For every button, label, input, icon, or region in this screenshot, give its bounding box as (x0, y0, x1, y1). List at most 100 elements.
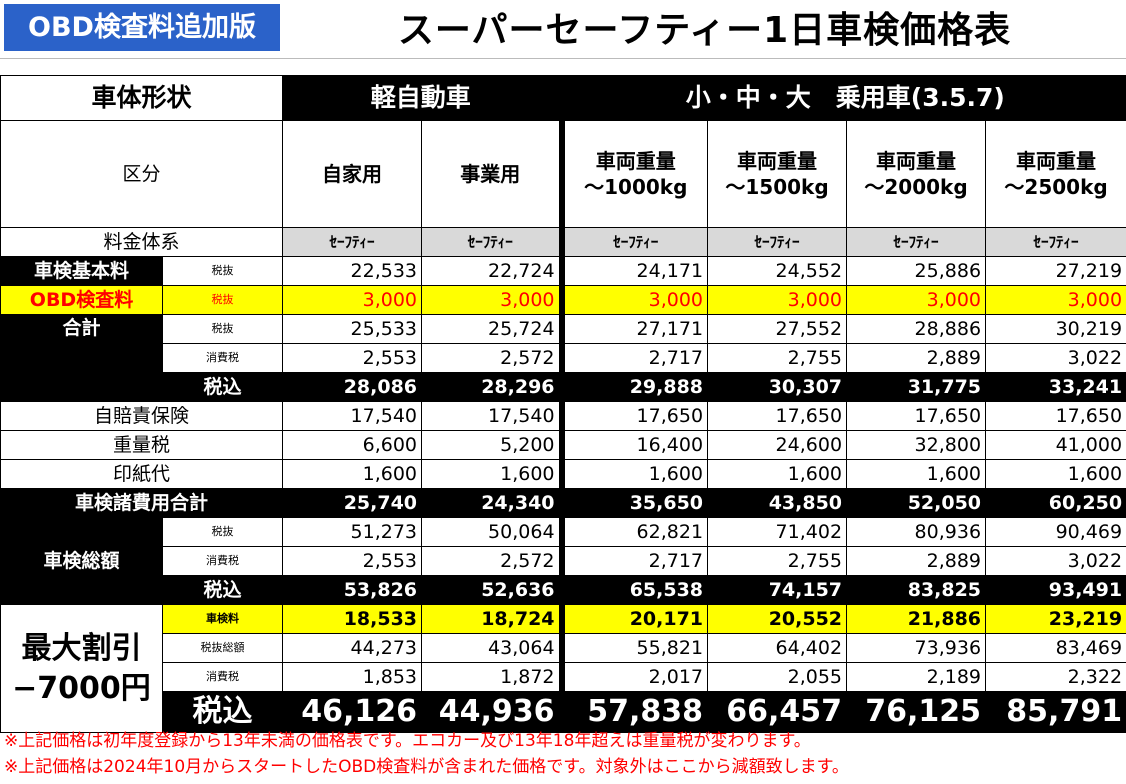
footnote: ※上記価格は初年度登録から13年未満の価格表です。エコカー及び13年18年超えは… (4, 731, 811, 751)
tax-note: 車検料 (161, 604, 284, 634)
tax-note: 税抜 (161, 314, 284, 344)
cell: 3,000 (846, 285, 987, 315)
cell: 71,402 (707, 517, 848, 547)
weight-tax-row: 重量税 6,600 5,200 16,400 24,600 32,800 41,… (0, 430, 1126, 460)
cell: 93,491 (985, 575, 1126, 605)
weight-1500-header: 車両重量 ～1500kg (707, 120, 848, 228)
body-type-header: 車体形状 (0, 75, 284, 121)
cell: 28,296 (421, 372, 563, 402)
price-table: 車体形状 軽自動車 小・中・大 乗用車(3.5.7) 区分 自家用 事業用 車両… (0, 75, 1126, 733)
cell: 2,322 (985, 662, 1126, 692)
row-label: 車検諸費用合計 (0, 488, 284, 518)
tax-note: 税込 (161, 575, 284, 605)
cell: 17,650 (707, 401, 848, 431)
cell: 83,469 (985, 633, 1126, 663)
cell: 74,157 (707, 575, 848, 605)
cell: 27,171 (558, 314, 709, 344)
cell: 57,838 (558, 691, 709, 733)
grand-tax-row: 消費税 2,553 2,572 2,717 2,755 2,889 3,022 (1, 546, 1126, 576)
cell: 76,125 (846, 691, 987, 733)
cell: 29,888 (558, 372, 709, 402)
cell: 80,936 (846, 517, 987, 547)
cell: 18,724 (421, 604, 563, 634)
cell: 64,402 (707, 633, 848, 663)
discount-label: 最大割引 −7000円 (0, 604, 163, 733)
safety-label: ｾｰﾌﾃｨｰ (985, 227, 1126, 257)
grand-ex-row: 車検総額 税抜 51,273 50,064 62,821 71,402 80,9… (0, 517, 1126, 605)
cell: 85,791 (985, 691, 1126, 733)
cell: 1,600 (282, 459, 423, 489)
cell: 2,572 (421, 343, 563, 373)
cell: 23,219 (985, 604, 1126, 634)
business-header: 事業用 (421, 120, 563, 228)
cell: 18,533 (282, 604, 423, 634)
cell: 17,540 (421, 401, 563, 431)
cell: 27,219 (985, 256, 1126, 286)
cell: 25,886 (846, 256, 987, 286)
weight-2000-header: 車両重量 ～2000kg (846, 120, 987, 228)
cell: 41,000 (985, 430, 1126, 460)
cell: 60,250 (985, 488, 1126, 518)
cell: 2,017 (558, 662, 709, 692)
total-tax-row: 消費税 2,553 2,572 2,717 2,755 2,889 3,022 (1, 343, 1126, 373)
cell: 90,469 (985, 517, 1126, 547)
kei-header: 軽自動車 (282, 75, 563, 121)
cell: 24,171 (558, 256, 709, 286)
discount-fee-row: 最大割引 −7000円 車検料 18,533 18,724 20,171 20,5… (0, 604, 1126, 733)
safety-label: ｾｰﾌﾃｨｰ (421, 227, 563, 257)
cell: 5,200 (421, 430, 563, 460)
tax-note: 税抜総額 (161, 633, 284, 663)
obd-row: OBD検査料 税抜 3,000 3,000 3,000 3,000 3,000 … (0, 285, 1126, 315)
cell: 83,825 (846, 575, 987, 605)
cell: 20,171 (558, 604, 709, 634)
safety-label: ｾｰﾌﾃｨｰ (707, 227, 848, 257)
cell: 2,889 (846, 546, 987, 576)
cell: 1,600 (846, 459, 987, 489)
row-label: 重量税 (0, 430, 284, 460)
cell: 24,600 (707, 430, 848, 460)
cell: 66,457 (707, 691, 848, 733)
passenger-header: 小・中・大 乗用車(3.5.7) (558, 75, 1126, 121)
row-label: 自賠責保険 (0, 401, 284, 431)
cell: 33,241 (985, 372, 1126, 402)
cell: 65,538 (558, 575, 709, 605)
tax-note: 消費税 (161, 343, 284, 373)
cell: 3,022 (985, 343, 1126, 373)
tax-note: 税込 (161, 372, 284, 402)
row-label: OBD検査料 (0, 285, 163, 315)
category-header: 区分 (0, 120, 284, 228)
cell: 2,717 (558, 546, 709, 576)
cell: 21,886 (846, 604, 987, 634)
cell: 2,717 (558, 343, 709, 373)
cell: 62,821 (558, 517, 709, 547)
cell: 43,850 (707, 488, 848, 518)
cell: 52,636 (421, 575, 563, 605)
cell: 51,273 (282, 517, 423, 547)
cell: 3,000 (558, 285, 709, 315)
cell: 3,000 (985, 285, 1126, 315)
cell: 6,600 (282, 430, 423, 460)
cell: 27,552 (707, 314, 848, 344)
cell: 16,400 (558, 430, 709, 460)
cell: 2,189 (846, 662, 987, 692)
base-fee-row: 車検基本料 税抜 22,533 22,724 24,171 24,552 25,… (0, 256, 1126, 286)
tax-note: 消費税 (161, 662, 284, 692)
page-title: スーパーセーフティー1日車検価格表 (397, 10, 1012, 51)
cell: 44,273 (282, 633, 423, 663)
grand-in-row: 税込 53,826 52,636 65,538 74,157 83,825 93… (0, 575, 1126, 605)
cell: 73,936 (846, 633, 987, 663)
cell: 1,600 (421, 459, 563, 489)
cell: 2,055 (707, 662, 848, 692)
cell: 2,553 (282, 343, 423, 373)
row-label: 車検総額 (0, 517, 163, 605)
cell: 2,889 (846, 343, 987, 373)
cell: 32,800 (846, 430, 987, 460)
cell: 25,533 (282, 314, 423, 344)
cell: 3,000 (421, 285, 563, 315)
cell: 3,022 (985, 546, 1126, 576)
cell: 31,775 (846, 372, 987, 402)
cell: 17,650 (846, 401, 987, 431)
cell: 52,050 (846, 488, 987, 518)
footnote: ※上記価格は2024年10月からスタートしたOBD検査料が含まれた価格です。対象… (4, 757, 849, 777)
cell: 55,821 (558, 633, 709, 663)
